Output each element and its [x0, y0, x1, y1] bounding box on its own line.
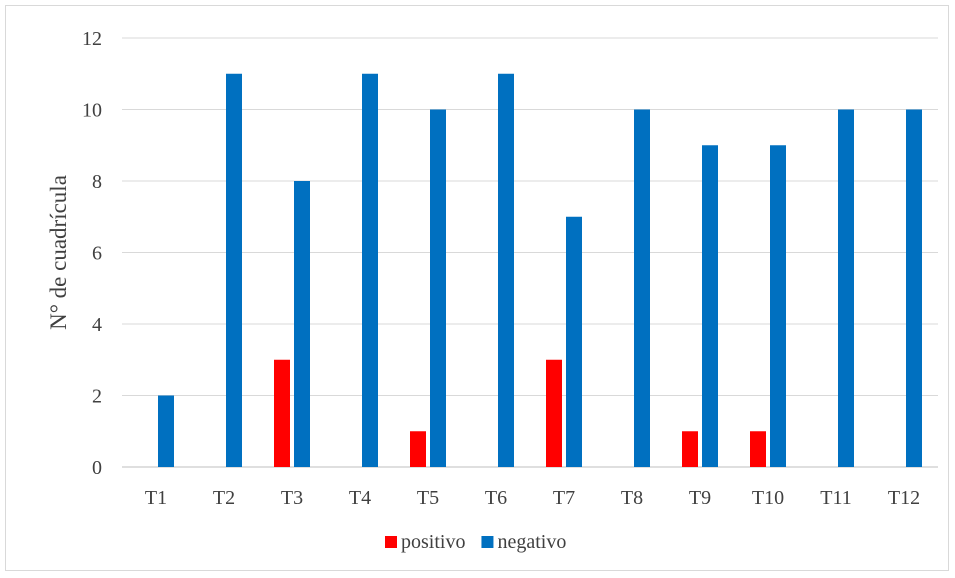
x-tick-label: T5	[417, 487, 439, 509]
bar-negativo-T7	[566, 216, 582, 467]
bar-positivo-T9	[682, 431, 698, 467]
y-tick-label: 2	[92, 386, 102, 408]
bar-negativo-T4	[362, 73, 378, 467]
bar-positivo-T3	[274, 359, 290, 467]
legend: positivo negativo	[385, 531, 566, 553]
x-tick-label: T1	[145, 487, 167, 509]
bar-positivo-T5	[410, 431, 426, 467]
legend-label-negativo: negativo	[497, 531, 566, 553]
legend-swatch-negativo	[481, 536, 494, 548]
y-tick-label: 4	[92, 314, 102, 336]
x-tick-label: T8	[621, 487, 643, 509]
x-tick-label: T2	[213, 487, 235, 509]
bar-negativo-T6	[498, 73, 514, 467]
bar-negativo-T2	[226, 73, 242, 467]
bar-positivo-T7	[546, 359, 562, 467]
x-tick-label: T4	[349, 487, 371, 509]
x-tick-label: T9	[689, 487, 711, 509]
legend-swatch-positivo	[385, 536, 397, 548]
y-tick-label: 8	[92, 171, 102, 193]
bar-negativo-T11	[838, 109, 854, 467]
y-tick-labels: 0 2 4 6 8 10 12	[82, 28, 102, 479]
bar-negativo-T3	[294, 181, 310, 467]
y-tick-label: 0	[92, 457, 102, 479]
gridlines	[122, 37, 938, 468]
x-tick-label: T12	[888, 487, 920, 509]
bar-negativo-T8	[634, 109, 650, 467]
bar-negativo-T1	[158, 395, 174, 467]
bar-negativo-T5	[430, 109, 446, 467]
y-tick-label: 10	[82, 100, 102, 122]
x-tick-label: T6	[485, 487, 507, 509]
x-tick-label: T10	[752, 487, 784, 509]
bar-negativo-T10	[770, 145, 786, 467]
x-tick-label: T11	[820, 487, 851, 509]
bar-negativo-T12	[906, 109, 922, 467]
x-tick-label: T7	[553, 487, 575, 509]
bar-negativo-T9	[702, 145, 718, 467]
y-tick-label: 12	[82, 28, 102, 50]
bars	[158, 73, 922, 467]
x-tick-labels: T1 T2 T3 T4 T5 T6 T7 T8 T9 T10 T11 T12	[145, 487, 920, 509]
y-tick-label: 6	[92, 243, 102, 265]
legend-label-positivo: positivo	[401, 531, 465, 553]
y-axis-title: N° de cuadrícula	[46, 175, 71, 330]
bar-positivo-T10	[750, 431, 766, 467]
chart-frame	[5, 5, 949, 571]
x-tick-label: T3	[281, 487, 303, 509]
